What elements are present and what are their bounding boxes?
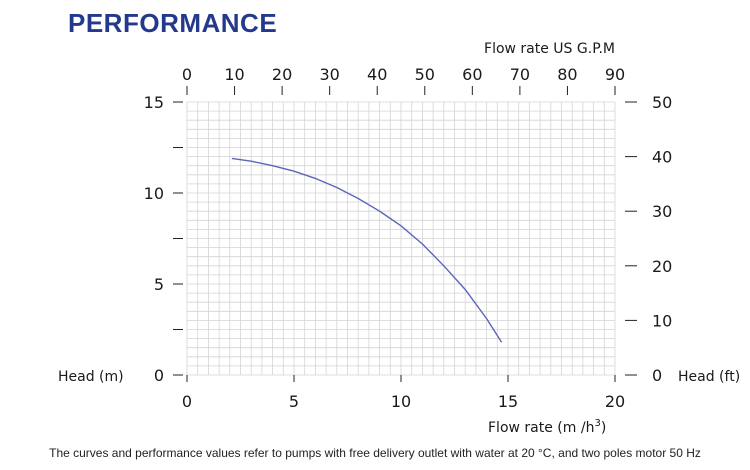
y-axis-title: Head (m) — [58, 369, 124, 385]
y2-axis-title: Head (ft) — [678, 369, 740, 385]
chart-grid — [187, 102, 615, 375]
y2-tick-label: 0 — [652, 366, 662, 385]
x-tick-label: 5 — [289, 392, 299, 411]
x2-tick-label: 80 — [557, 65, 577, 84]
y2-tick-label: 20 — [652, 257, 672, 276]
x2-tick-label: 50 — [415, 65, 435, 84]
y2-tick-label: 10 — [652, 311, 672, 330]
x-tick-label: 0 — [182, 392, 192, 411]
x2-tick-label: 30 — [319, 65, 339, 84]
x-tick-label: 15 — [498, 392, 518, 411]
x-axis-title: Flow rate (m /h3) — [488, 418, 606, 436]
x2-axis-title: Flow rate US G.P.M — [484, 41, 615, 57]
y-tick-label: 15 — [144, 93, 164, 112]
y2-tick-label: 40 — [652, 148, 672, 167]
x-tick-label: 10 — [391, 392, 411, 411]
x2-tick-label: 60 — [462, 65, 482, 84]
x2-tick-label: 10 — [224, 65, 244, 84]
performance-chart: 0 5 10 15 20 0 5 10 15 0 10 20 30 40 50 60 70 80 90 0 10 20 30… — [0, 0, 750, 440]
y-tick-label: 5 — [154, 275, 164, 294]
x2-tick-label: 20 — [272, 65, 292, 84]
x-tick-label: 20 — [605, 392, 625, 411]
x2-tick-label: 40 — [367, 65, 387, 84]
x2-tick-label: 70 — [510, 65, 530, 84]
y2-tick-label: 30 — [652, 202, 672, 221]
footnote: The curves and performance values refer … — [0, 446, 750, 460]
x2-tick-label: 0 — [182, 65, 192, 84]
y2-tick-label: 50 — [652, 93, 672, 112]
y-tick-label: 0 — [154, 366, 164, 385]
y-tick-label: 10 — [144, 184, 164, 203]
x2-tick-label: 90 — [605, 65, 625, 84]
